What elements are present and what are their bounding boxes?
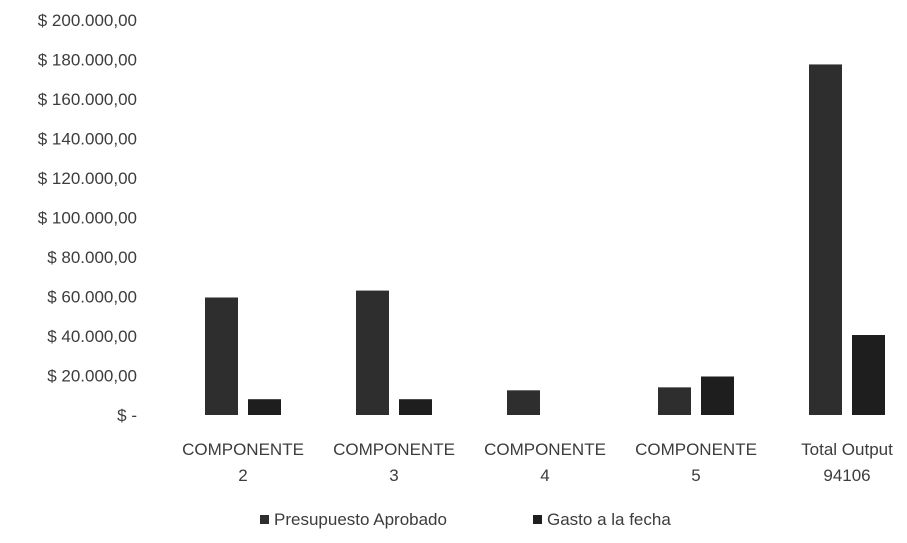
bars (205, 64, 885, 415)
x-tick-label: Total Output (801, 440, 893, 459)
y-tick-label: $ 40.000,00 (47, 327, 137, 346)
x-tick-label: COMPONENTE (484, 440, 606, 459)
x-tick-label: COMPONENTE (635, 440, 757, 459)
x-tick-label: 3 (389, 466, 398, 485)
y-tick-label: $ - (117, 406, 137, 425)
y-tick-label: $ 80.000,00 (47, 248, 137, 267)
bar-gasto-a-la-fecha (399, 399, 432, 415)
y-tick-label: $ 200.000,00 (38, 11, 137, 30)
legend: Presupuesto Aprobado Gasto a la fecha (260, 510, 671, 529)
x-axis: COMPONENTE 2 COMPONENTE 3 COMPONENTE 4 COMPONE… (182, 440, 893, 485)
x-tick-label: 2 (238, 466, 247, 485)
y-tick-label: $ 160.000,00 (38, 90, 137, 109)
bar-presupuesto-aprobado (507, 390, 540, 415)
x-tick-label: COMPONENTE (182, 440, 304, 459)
bar-presupuesto-aprobado (356, 290, 389, 415)
x-tick-label: 94106 (823, 466, 870, 485)
x-tick-label: 4 (540, 466, 549, 485)
x-tick-label: 5 (691, 466, 700, 485)
bar-gasto-a-la-fecha (701, 376, 734, 415)
y-axis: $ - $ 20.000,00 $ 40.000,00 $ 60.000,00 $ 80… (38, 11, 137, 425)
legend-swatch (533, 515, 542, 524)
bar-gasto-a-la-fecha (248, 399, 281, 415)
y-tick-label: $ 60.000,00 (47, 288, 137, 307)
y-tick-label: $ 180.000,00 (38, 51, 137, 70)
bar-presupuesto-aprobado (809, 64, 842, 415)
legend-label: Gasto a la fecha (547, 510, 671, 529)
y-tick-label: $ 140.000,00 (38, 130, 137, 149)
bar-presupuesto-aprobado (658, 387, 691, 415)
y-tick-label: $ 20.000,00 (47, 367, 137, 386)
y-tick-label: $ 100.000,00 (38, 209, 137, 228)
x-tick-label: COMPONENTE (333, 440, 455, 459)
y-tick-label: $ 120.000,00 (38, 169, 137, 188)
legend-swatch (260, 515, 269, 524)
legend-label: Presupuesto Aprobado (274, 510, 447, 529)
bar-gasto-a-la-fecha (852, 335, 885, 415)
bar-presupuesto-aprobado (205, 297, 238, 415)
